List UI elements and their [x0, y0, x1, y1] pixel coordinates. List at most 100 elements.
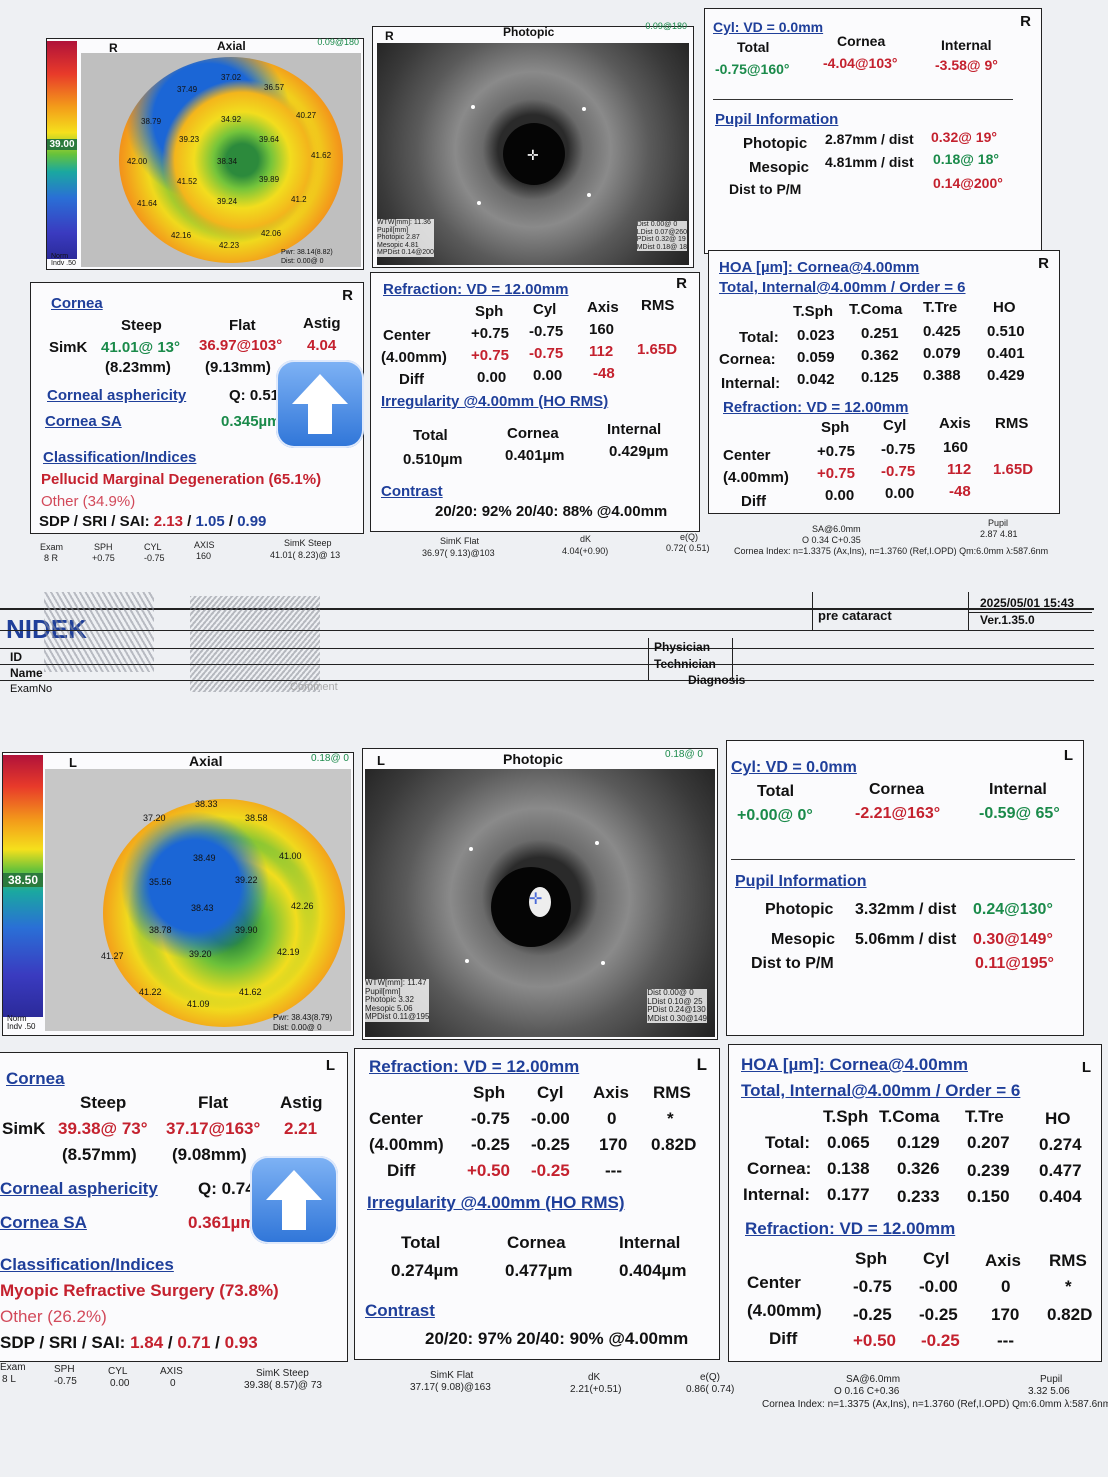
- irr-col: Internal: [607, 421, 662, 438]
- right-photopic-eye: R: [385, 29, 394, 43]
- cyl-total-label: Total: [737, 39, 770, 55]
- diagnosis-label: Diagnosis: [688, 673, 746, 687]
- cell: ---: [605, 1161, 622, 1180]
- row-4mm: (4.00mm): [369, 1135, 444, 1154]
- flat-mm: (9.13mm): [205, 359, 271, 376]
- hoa-title: HOA [µm]: Cornea@4.00mm: [719, 259, 920, 276]
- row-center: Center: [723, 447, 771, 464]
- footer-eq-value: 0.86( 0.74): [686, 1384, 735, 1395]
- row-center: Center: [383, 327, 431, 344]
- pupil-photopic-dist: 0.32@ 19°: [931, 129, 997, 145]
- left-axial-title: Axial: [189, 753, 223, 769]
- row-diff: Diff: [387, 1161, 416, 1180]
- footer-pupil-value: 3.32 5.06: [1028, 1386, 1070, 1397]
- irregularity-title: Irregularity @4.00mm (HO RMS): [381, 393, 609, 410]
- hoa-refraction-title: Refraction: VD = 12.00mm: [723, 399, 909, 416]
- left-photopic-title: Photopic: [503, 751, 563, 767]
- col-rms: RMS: [653, 1083, 691, 1102]
- left-scale-mid: 38.50: [3, 873, 43, 887]
- col-sph: Sph: [821, 419, 850, 436]
- pupil-photopic-dist: 0.24@130°: [973, 901, 1053, 918]
- axial-value: 36.57: [264, 83, 285, 92]
- simk-astig: 4.04: [307, 337, 337, 354]
- cell: 160: [589, 321, 615, 338]
- contrast-title: Contrast: [365, 1301, 435, 1320]
- cell: -0.75: [881, 463, 916, 480]
- sdp-label: SDP / SRI / SAI:: [39, 513, 150, 530]
- left-cornea-title: Cornea: [6, 1069, 65, 1088]
- left-refraction-eye: L: [696, 1055, 707, 1074]
- hoa-cell: 0.059: [797, 349, 835, 366]
- row-4mm: (4.00mm): [747, 1301, 822, 1320]
- hoa-col: HO: [993, 299, 1016, 316]
- astig-label: Astig: [303, 315, 341, 332]
- hoa-row-label: Internal:: [743, 1185, 811, 1204]
- sai-value: 0.99: [237, 513, 267, 530]
- crosshair-icon: ✛: [529, 891, 543, 908]
- footer-simk-steep-value: 39.38( 8.57)@ 73: [244, 1380, 322, 1391]
- right-cornea-eye: R: [342, 287, 353, 304]
- axial-value: 39.64: [259, 135, 280, 144]
- footer-eq-label: e(Q): [700, 1372, 720, 1383]
- hoa-cell: 0.079: [923, 345, 961, 362]
- pupil-photopic-label: Photopic: [765, 901, 834, 918]
- footer-pupil-label: Pupil: [1040, 1374, 1063, 1385]
- footer-pupil-label: Pupil: [988, 518, 1009, 528]
- left-hoa-eye: L: [1081, 1059, 1091, 1076]
- footer-simk-steep-value: 41.01( 8.23)@ 13: [270, 550, 341, 560]
- steep-label: Steep: [121, 317, 162, 334]
- cell: 0: [1001, 1277, 1011, 1296]
- crosshair-icon: ✛: [527, 147, 539, 163]
- irr-col: Cornea: [507, 425, 559, 442]
- irr-col: Internal: [619, 1233, 681, 1252]
- cell: -0.25: [531, 1135, 570, 1154]
- irr-val: 0.404µm: [619, 1261, 687, 1280]
- cell: -0.25: [471, 1135, 510, 1154]
- axial-value: 38.34: [217, 157, 238, 166]
- footer-sph-label: SPH: [94, 542, 113, 552]
- left-photopic-panel: L Photopic 0.18@ 0 ✛ WTW[mm]: 11.47 Pupil…: [362, 748, 718, 1040]
- row-diff: Diff: [399, 371, 424, 388]
- col-cyl: Cyl: [883, 417, 907, 434]
- axial-value: 35.56: [149, 877, 172, 887]
- right-photopic-panel: R Photopic 0.09@180 ✛ WTW[mm]: 11.36 Pupi…: [372, 21, 694, 268]
- simk-astig: 2.21: [284, 1119, 318, 1138]
- axial-value: 41.22: [139, 987, 162, 997]
- hoa-cell: 0.429: [987, 367, 1025, 384]
- footer-simk-flat-value: 37.17( 9.08)@163: [410, 1382, 491, 1393]
- hoa-cell: 0.326: [897, 1159, 940, 1178]
- exam-date: 2025/05/01 15:43: [980, 596, 1075, 610]
- cell: +0.75: [817, 465, 855, 482]
- col-rms: RMS: [1049, 1251, 1087, 1270]
- left-photopic-eye: L: [377, 753, 385, 768]
- pupil-dist-value: 0.11@195°: [975, 955, 1054, 972]
- cell: 1.65D: [637, 341, 678, 358]
- pupil-photopic-value: 3.32mm / dist: [855, 901, 957, 918]
- cyl-cornea-label: Cornea: [869, 781, 925, 798]
- footer-simk-steep-label: SimK Steep: [256, 1368, 309, 1379]
- hoa-subtitle: Total, Internal@4.00mm / Order = 6: [719, 279, 966, 296]
- hoa-cell: 0.388: [923, 367, 961, 384]
- axial-value: 39.23: [179, 135, 200, 144]
- hoa-cell: 0.129: [897, 1133, 940, 1152]
- axial-value: 40.27: [296, 111, 317, 120]
- hoa-cell: 0.362: [861, 347, 899, 364]
- axial-value: 42.00: [127, 157, 148, 166]
- right-cyl-title: Cyl: VD = 0.0mm: [713, 19, 824, 35]
- refraction-title: Refraction: VD = 12.00mm: [369, 1057, 580, 1076]
- cell: 170: [599, 1135, 628, 1154]
- hoa-cell: 0.125: [861, 369, 899, 386]
- axial-value: 37.49: [177, 85, 198, 94]
- simk-flat: 37.17@163°: [166, 1119, 261, 1138]
- footer-simk-flat-value: 36.97( 9.13)@103: [422, 548, 495, 558]
- refraction-title: Refraction: VD = 12.00mm: [383, 281, 569, 298]
- hoa-col: T.Coma: [879, 1107, 940, 1126]
- row-4mm: (4.00mm): [723, 469, 789, 486]
- axial-value: 41.00: [279, 851, 302, 861]
- col-sph: Sph: [855, 1249, 888, 1268]
- cyl-internal-label: Internal: [941, 37, 992, 53]
- redacted-scribble-2: [190, 596, 320, 692]
- row-diff: Diff: [741, 493, 766, 510]
- axial-value: 37.20: [143, 813, 166, 823]
- indv-label: Indv .50: [51, 260, 76, 267]
